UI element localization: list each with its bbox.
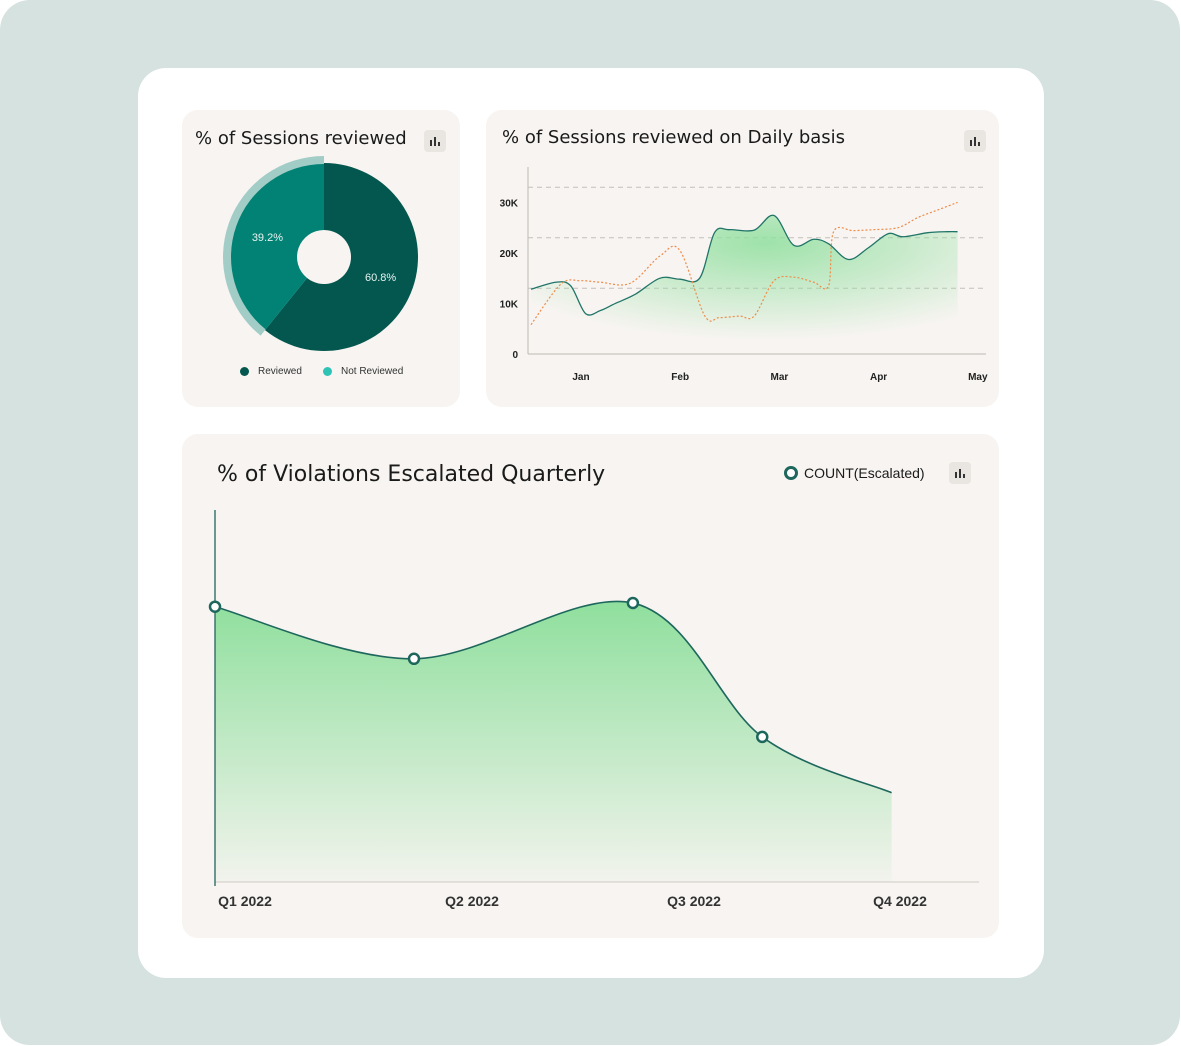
daily-sessions-card: % of Sessions reviewed on Daily basis 0 1… <box>486 110 999 407</box>
data-point <box>407 652 421 666</box>
legend-item-count-escalated: COUNT(Escalated) <box>784 465 925 481</box>
y-tick-label: 30K <box>500 198 519 209</box>
slice-label: 39.2% <box>252 232 283 244</box>
x-tick-label: Apr <box>870 372 887 383</box>
x-tick-label: May <box>968 372 988 383</box>
y-tick-label: 10K <box>500 299 519 310</box>
card-title: % of Sessions reviewed on Daily basis <box>502 127 846 148</box>
series-area <box>215 601 892 882</box>
donut-chart: 60.8% 39.2% <box>223 156 418 351</box>
y-tick-label: 0 <box>512 350 518 361</box>
data-point <box>626 596 640 610</box>
x-tick-label: Feb <box>671 372 689 383</box>
legend-marker <box>784 466 798 480</box>
legend-label: Not Reviewed <box>341 366 404 377</box>
legend-label: COUNT(Escalated) <box>804 465 925 481</box>
bar-chart-icon[interactable] <box>949 462 971 484</box>
x-tick-label: Q3 2022 <box>667 893 721 909</box>
series-line <box>214 600 892 794</box>
area-chart: Q1 2022 Q2 2022 Q3 2022 Q4 2022 <box>208 510 979 909</box>
series-area <box>531 215 958 354</box>
x-tick-label: Mar <box>771 372 789 383</box>
reviewed-legend-swatch <box>240 367 249 376</box>
not-reviewed-legend-swatch <box>323 367 332 376</box>
card-title: % of Violations Escalated Quarterly <box>217 462 606 487</box>
sessions-reviewed-card: % of Sessions reviewed 60.8% 39.2% Review… <box>182 110 460 407</box>
card-title: % of Sessions reviewed <box>195 128 407 149</box>
x-tick-label: Q4 2022 <box>873 893 927 909</box>
slice-not-reviewed <box>231 164 324 330</box>
legend-label: Reviewed <box>258 366 302 377</box>
legend-item-not-reviewed: Not Reviewed <box>323 366 403 377</box>
slice-highlight-ring <box>223 156 324 336</box>
x-tick-label: Q2 2022 <box>445 893 499 909</box>
data-point <box>208 600 222 613</box>
x-tick-label: Q1 2022 <box>218 893 272 909</box>
violations-escalated-card: % of Violations Escalated Quarterly COUN… <box>182 434 999 938</box>
line-chart: 0 10K 20K 30K Jan Feb Mar Apr May <box>500 167 988 383</box>
bar-chart-icon[interactable] <box>424 130 446 152</box>
slice-reviewed <box>264 163 418 351</box>
x-tick-label: Jan <box>572 372 589 383</box>
y-tick-label: 20K <box>500 249 519 260</box>
slice-label: 60.8% <box>365 272 396 284</box>
bar-chart-icon[interactable] <box>964 130 986 152</box>
legend-item-reviewed: Reviewed <box>240 366 302 377</box>
data-point <box>756 730 769 744</box>
series-line-solid <box>530 214 958 316</box>
